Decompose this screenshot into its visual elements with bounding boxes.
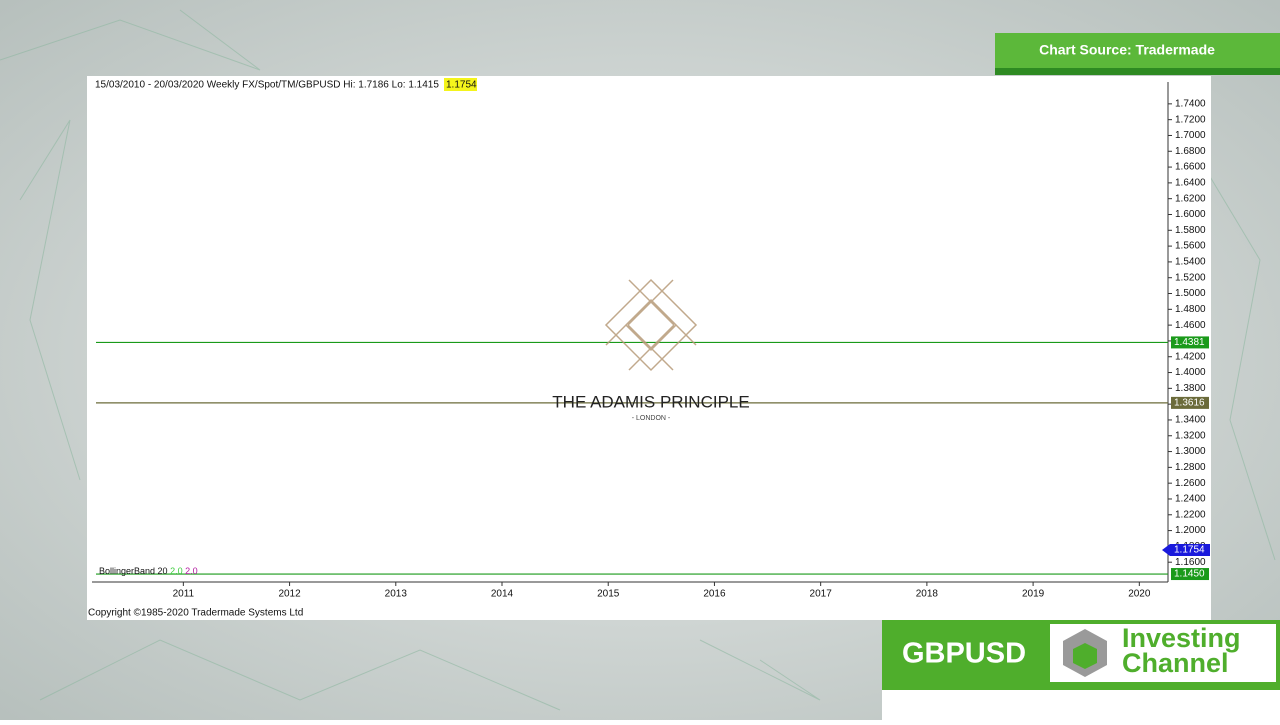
source-banner-box <box>995 33 1280 68</box>
legend-item: BollingerBand 20 <box>99 566 168 576</box>
y-tick-label: 1.4200 <box>1175 351 1206 362</box>
y-tick-label: 1.5000 <box>1175 288 1206 299</box>
y-tick-label: 1.3800 <box>1175 383 1206 394</box>
y-tick-label: 1.4600 <box>1175 320 1206 331</box>
y-tick-label: 1.2200 <box>1175 509 1206 520</box>
y-tick-label: 1.6200 <box>1175 193 1206 204</box>
watermark-title: THE ADAMIS PRINCIPLE <box>552 392 749 411</box>
y-tick-label: 1.3000 <box>1175 446 1206 457</box>
copyright: Copyright ©1985-2020 Tradermade Systems … <box>88 608 303 619</box>
legend-item: 2.0 <box>170 566 183 576</box>
y-tick-label: 1.3200 <box>1175 430 1206 441</box>
plot: 1.16001.18001.20001.22001.24001.26001.28… <box>92 82 1210 600</box>
y-tick-label: 1.4000 <box>1175 367 1206 378</box>
y-tick-label: 1.3400 <box>1175 415 1206 426</box>
y-tick-label: 1.2400 <box>1175 494 1206 505</box>
legend: BollingerBand 20 2.0 2.0 <box>99 566 198 576</box>
watermark-subtitle: - LONDON - <box>632 415 671 422</box>
brand-logo <box>1063 629 1107 677</box>
last-price-header: 1.1754 <box>446 80 477 91</box>
last-price-box <box>1162 544 1210 557</box>
level-label-box <box>1171 396 1209 409</box>
x-tick-label: 2015 <box>597 589 620 600</box>
y-tick-label: 1.2800 <box>1175 462 1206 473</box>
x-tick-label: 2018 <box>916 589 939 600</box>
level-label: 1.4381 <box>1174 337 1205 348</box>
level-label: 1.3616 <box>1174 398 1205 409</box>
legend-item: 2.0 <box>185 566 198 576</box>
x-tick-label: 2013 <box>385 589 408 600</box>
ticker-box <box>882 620 1046 690</box>
y-tick-label: 1.6800 <box>1175 146 1206 157</box>
last-price-highlight <box>444 78 477 91</box>
level-label-box <box>1171 568 1209 581</box>
y-tick-label: 1.1600 <box>1175 557 1206 568</box>
level-label: 1.1450 <box>1174 569 1205 580</box>
x-tick-label: 2020 <box>1128 589 1151 600</box>
brand-line-2: Channel <box>1122 648 1229 678</box>
y-tick-label: 1.7000 <box>1175 130 1206 141</box>
y-tick-label: 1.7200 <box>1175 114 1206 125</box>
y-tick-label: 1.5200 <box>1175 272 1206 283</box>
source-banner-stripe <box>995 68 1280 75</box>
y-tick-label: 1.2000 <box>1175 525 1206 536</box>
x-tick-label: 2011 <box>173 589 195 600</box>
y-tick-label: 1.7400 <box>1175 98 1206 109</box>
y-tick-label: 1.5400 <box>1175 257 1206 268</box>
x-tick-label: 2012 <box>278 589 301 600</box>
watermark-logo <box>604 278 698 372</box>
last-price-label: 1.1754 <box>1174 545 1205 556</box>
network-decor <box>0 9 1276 711</box>
y-tick-label: 1.5600 <box>1175 241 1206 252</box>
level-label-box <box>1171 336 1209 349</box>
y-tick-label: 1.6000 <box>1175 209 1206 220</box>
y-tick-label: 1.2600 <box>1175 478 1206 489</box>
brand-line-1: Investing <box>1122 623 1241 653</box>
ticker-banner: GBPUSD <box>902 638 1026 670</box>
source-banner: Chart Source: Tradermade <box>1039 42 1215 58</box>
chart-subtitle: 15/03/2010 - 20/03/2020 Weekly FX/Spot/T… <box>95 80 439 91</box>
x-tick-label: 2019 <box>1022 589 1045 600</box>
y-tick-label: 1.6600 <box>1175 162 1206 173</box>
x-tick-label: 2017 <box>810 589 833 600</box>
x-tick-label: 2014 <box>491 589 514 600</box>
x-tick-label: 2016 <box>703 589 726 600</box>
y-tick-label: 1.4800 <box>1175 304 1206 315</box>
y-tick-label: 1.6400 <box>1175 178 1206 189</box>
y-tick-label: 1.5800 <box>1175 225 1206 236</box>
